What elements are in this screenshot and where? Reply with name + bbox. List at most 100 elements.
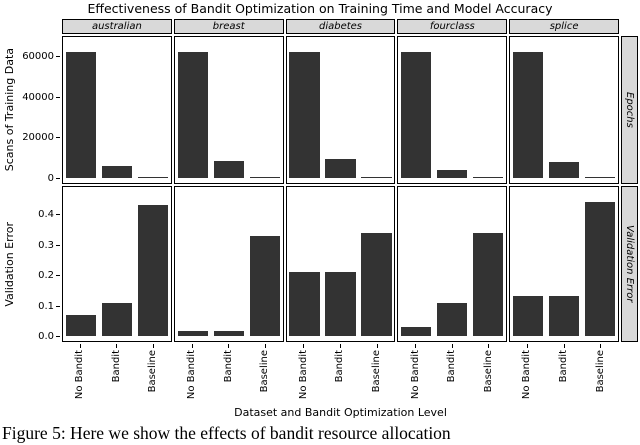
bar-baseline [584, 202, 616, 336]
y-axis-label-epochs: Scans of Training Data [2, 36, 16, 184]
x-tick-mark [228, 344, 230, 348]
x-axis-ticks-diabetes: No Bandit Bandit Baseline [286, 344, 396, 404]
y-tick-mark [56, 305, 60, 307]
bar-bandit [437, 170, 468, 178]
bar-bandit [101, 302, 132, 336]
bar-no-bandit [513, 52, 544, 178]
facet-strip-text: Epochs [624, 92, 635, 128]
facet-strip-diabetes: diabetes [285, 19, 396, 34]
y-tick-label: 0.3 [38, 239, 54, 251]
chart-title: Effectiveness of Bandit Optimization on … [87, 1, 553, 16]
panel-validation-error-splice [509, 186, 619, 342]
y-axis-label-error: Validation Error [2, 186, 16, 342]
x-tick-mark [526, 344, 528, 348]
x-tick-label: Baseline [594, 350, 606, 393]
x-tick-label: Baseline [147, 350, 159, 393]
x-tick-mark [339, 344, 341, 348]
bar-no-bandit [177, 52, 208, 178]
facet-strip-breast: breast [173, 19, 284, 34]
x-tick-label: Bandit [334, 350, 346, 383]
y-tick-label: 0.2 [38, 270, 54, 282]
x-tick-mark [264, 344, 266, 348]
x-tick-mark [116, 344, 118, 348]
bar-no-bandit [513, 296, 544, 336]
x-tick-label: Baseline [371, 350, 383, 393]
bar-baseline [584, 177, 616, 178]
panel-validation-error-diabetes [285, 186, 396, 342]
y-tick-label: 60000 [22, 51, 54, 63]
x-tick-mark [79, 344, 81, 348]
bar-no-bandit [289, 52, 320, 178]
x-tick-label: Bandit [222, 350, 234, 383]
facet-strip-text: Validation Error [624, 225, 635, 303]
bar-no-bandit [177, 331, 208, 336]
y-tick-mark [56, 137, 60, 139]
x-tick-mark [488, 344, 490, 348]
y-tick-label: 40000 [22, 91, 54, 103]
facet-strip-splice: splice [509, 19, 619, 34]
x-tick-label: Bandit [446, 350, 458, 383]
facet-strip-epochs: Epochs [621, 36, 638, 184]
facet-strip-australian: australian [62, 19, 172, 34]
bar-baseline [473, 177, 504, 178]
bar-bandit [549, 296, 580, 336]
panel-validation-error-breast [173, 186, 284, 342]
panel-epochs-breast [173, 36, 284, 184]
x-axis-ticks-breast: No Bandit Bandit Baseline [174, 344, 284, 404]
x-tick-mark [600, 344, 602, 348]
x-tick-mark [376, 344, 378, 348]
bar-baseline [361, 177, 392, 178]
bar-no-bandit [65, 52, 97, 178]
x-tick-mark [451, 344, 453, 348]
bar-baseline [361, 232, 392, 336]
y-tick-mark [56, 178, 60, 179]
bar-baseline [137, 177, 168, 178]
facet-strip-validation-error: Validation Error [621, 186, 638, 342]
y-tick-label: 0.1 [38, 300, 54, 312]
bar-baseline [249, 177, 280, 178]
faceted-bar-chart: Scans of Training Data Validation Error … [2, 19, 638, 420]
y-tick-label: 0 [47, 173, 54, 184]
x-tick-mark [191, 344, 193, 348]
facet-strip-fourclass: fourclass [397, 19, 508, 34]
bar-no-bandit [289, 272, 320, 336]
bar-bandit [213, 160, 244, 178]
y-axis-ticks-bottom: 0.0 0.1 0.2 0.3 0.4 [18, 186, 60, 342]
y-tick-mark [56, 96, 60, 98]
x-axis-label: Dataset and Bandit Optimization Level [234, 406, 447, 419]
bar-no-bandit [401, 52, 432, 178]
y-tick-mark [56, 214, 60, 216]
x-tick-mark [415, 344, 417, 348]
x-tick-label: No Bandit [297, 350, 309, 400]
panel-epochs-diabetes [285, 36, 396, 184]
bar-bandit [213, 331, 244, 336]
y-tick-mark [56, 275, 60, 277]
x-tick-label: Baseline [259, 350, 271, 393]
bar-baseline [137, 205, 168, 336]
x-tick-label: Bandit [110, 350, 122, 383]
bar-bandit [325, 158, 356, 178]
bar-no-bandit [65, 314, 97, 336]
x-tick-label: No Bandit [409, 350, 421, 400]
x-axis-ticks-australian: No Bandit Bandit Baseline [62, 344, 172, 404]
x-tick-mark [152, 344, 154, 348]
x-axis-ticks-splice: No Bandit Bandit Baseline [509, 344, 619, 404]
x-axis-ticks-fourclass: No Bandit Bandit Baseline [397, 344, 507, 404]
y-tick-mark [56, 56, 60, 58]
y-tick-mark [56, 244, 60, 246]
x-tick-mark [303, 344, 305, 348]
bar-bandit [549, 161, 580, 178]
figure-caption: Figure 5: Here we show the effects of ba… [2, 423, 451, 443]
bar-bandit [325, 272, 356, 336]
y-axis-label-text: Scans of Training Data [2, 48, 16, 172]
x-tick-label: No Bandit [186, 350, 198, 400]
panel-validation-error-australian [62, 186, 172, 342]
panel-epochs-australian [62, 36, 172, 184]
panel-epochs-splice [509, 36, 619, 184]
panel-epochs-fourclass [397, 36, 508, 184]
y-tick-mark [56, 336, 60, 337]
bar-baseline [249, 235, 280, 336]
panel-validation-error-fourclass [397, 186, 508, 342]
y-tick-label: 20000 [22, 132, 54, 144]
